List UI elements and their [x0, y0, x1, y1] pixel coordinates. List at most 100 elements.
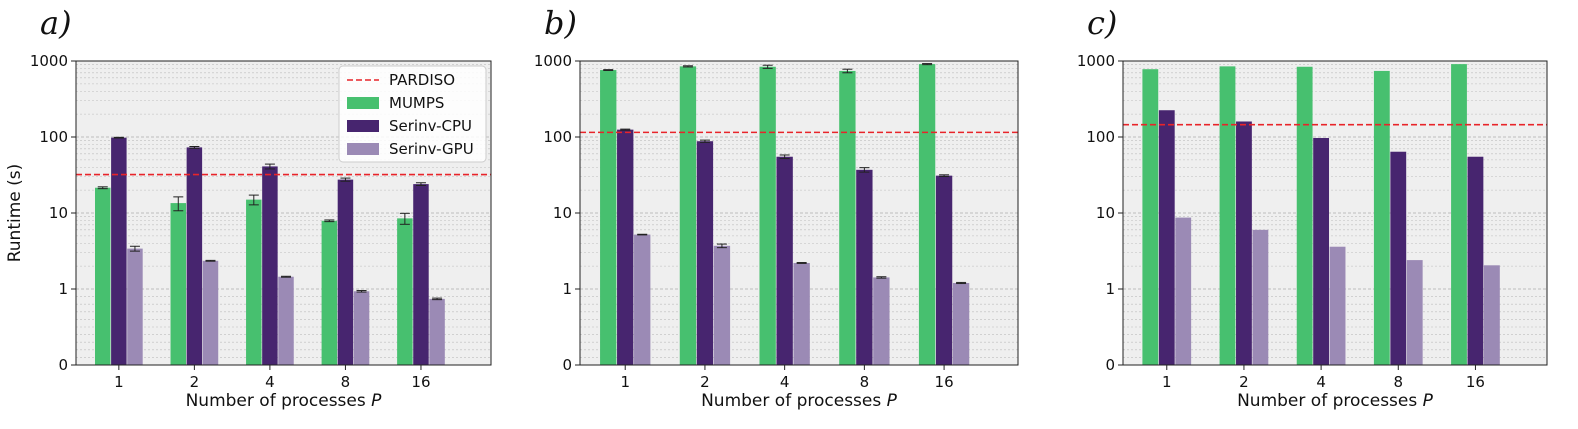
x-tick-label: 8 [1394, 373, 1404, 391]
x-axis-label-variable: P [371, 391, 382, 411]
error-bar [432, 297, 443, 301]
x-axis-label: Number of processes P [1237, 391, 1434, 411]
bar-mumps-p8 [1373, 70, 1390, 366]
bar-serinv-cpu-p2 [696, 141, 714, 365]
x-axis-label-text: Number of processes [1237, 391, 1423, 411]
error-bar [281, 275, 292, 278]
x-tick-label: 1 [1162, 373, 1172, 391]
legend-label: MUMPS [389, 94, 444, 112]
legend-label: Serinv-CPU [389, 117, 472, 135]
x-tick-label: 8 [341, 373, 351, 391]
y-tick-label: 10 [553, 204, 572, 222]
bar-serinv-gpu-p2 [713, 245, 731, 365]
legend: PARDISO MUMPS Serinv-CPU Serinv-GPU [338, 65, 487, 163]
x-axis-label-variable: P [887, 391, 898, 411]
bar-serinv-cpu-p8 [1390, 151, 1407, 365]
error-bar [876, 276, 887, 279]
x-tick-label: 16 [1466, 373, 1485, 391]
error-bar [637, 233, 648, 236]
bar-serinv-gpu-p8 [1406, 260, 1423, 365]
x-tick-label: 1 [114, 373, 124, 391]
legend-swatch-serinv-gpu [347, 143, 379, 155]
legend-swatch-mumps [347, 97, 379, 109]
y-tick-label: 1 [562, 280, 572, 298]
y-tick-label: 100 [1086, 128, 1115, 146]
bar-serinv-gpu-p8 [353, 291, 370, 365]
bar-serinv-cpu-p1 [111, 137, 127, 365]
bar-serinv-cpu-p16 [1467, 156, 1484, 365]
y-tick-label: 100 [543, 128, 572, 146]
bar-serinv-gpu-p1 [1175, 217, 1192, 365]
x-tick-label: 8 [860, 373, 870, 391]
bar-mumps-p16 [918, 64, 936, 365]
error-bar [762, 64, 773, 69]
bar-mumps-p16 [397, 218, 413, 365]
error-bar [264, 163, 275, 170]
x-tick-label: 4 [780, 373, 790, 391]
error-bar [939, 174, 950, 178]
x-tick-label: 1 [620, 373, 630, 391]
bar-serinv-gpu-p4 [793, 262, 810, 365]
y-tick-label: 10 [49, 204, 68, 222]
x-tick-label: 2 [190, 373, 200, 391]
error-bar [189, 145, 200, 149]
legend-box [338, 65, 487, 163]
y-tick-label: 100 [39, 128, 68, 146]
error-bar [205, 259, 216, 262]
y-tick-label: 1 [1105, 280, 1115, 298]
y-tick-label: 0 [1105, 356, 1115, 374]
y-tick-label: 1 [58, 280, 68, 298]
bar-serinv-cpu-p1 [617, 129, 634, 365]
error-bar [356, 290, 367, 293]
error-bar [620, 128, 631, 131]
bar-serinv-gpu-p2 [202, 260, 219, 365]
y-tick-label: 1000 [30, 52, 68, 70]
bar-serinv-gpu-p4 [1329, 246, 1346, 365]
panel-a: 0 1 10 100 1000 1 2 4 8 16 Number of processes P Ru… [5, 4, 492, 411]
error-bar [922, 63, 933, 66]
bar-serinv-cpu-p8 [337, 179, 354, 365]
y-tick-label: 10 [1096, 204, 1115, 222]
x-tick-label: 4 [1316, 373, 1326, 391]
bar-serinv-gpu-p8 [873, 277, 890, 365]
y-axis-label: Runtime (s) [5, 164, 25, 263]
bar-serinv-gpu-p2 [1252, 229, 1269, 365]
y-tick-label: 1000 [534, 52, 572, 70]
bar-serinv-gpu-p1 [127, 248, 143, 365]
bar-serinv-cpu-p4 [262, 166, 278, 365]
bar-mumps-p2 [170, 203, 187, 365]
error-bar [796, 262, 807, 264]
bar-serinv-cpu-p4 [1313, 138, 1330, 365]
error-bar [324, 219, 335, 223]
error-bar [779, 154, 790, 160]
x-tick-label: 4 [265, 373, 275, 391]
error-bar [415, 182, 426, 187]
bar-serinv-cpu-p8 [856, 169, 873, 365]
bar-serinv-cpu-p2 [186, 147, 203, 365]
error-bar [399, 212, 410, 225]
bar-mumps-p1 [94, 187, 111, 365]
bar-serinv-cpu-p16 [935, 175, 953, 365]
x-tick-label: 16 [411, 373, 430, 391]
error-bar [113, 136, 124, 139]
bar-serinv-cpu-p1 [1158, 110, 1175, 365]
bar-serinv-gpu-p16 [952, 282, 970, 365]
x-axis-label: Number of processes P [186, 391, 383, 411]
error-bar [842, 68, 853, 74]
bar-serinv-gpu-p16 [1483, 265, 1500, 365]
x-axis-label-variable: P [1423, 391, 1434, 411]
error-bar [716, 243, 727, 249]
bar-mumps-p1 [1142, 69, 1159, 366]
x-tick-label: 16 [935, 373, 954, 391]
legend-label: PARDISO [389, 71, 455, 89]
x-axis-label-text: Number of processes [701, 391, 887, 411]
bar-mumps-p8 [839, 70, 856, 366]
bar-serinv-cpu-p16 [413, 184, 429, 365]
bar-mumps-p16 [1451, 64, 1467, 365]
bar-serinv-gpu-p16 [429, 298, 445, 365]
y-tick-label: 0 [58, 356, 68, 374]
bar-mumps-p2 [1219, 66, 1236, 365]
x-axis-label-text: Number of processes [186, 391, 372, 411]
error-bar [859, 167, 870, 173]
